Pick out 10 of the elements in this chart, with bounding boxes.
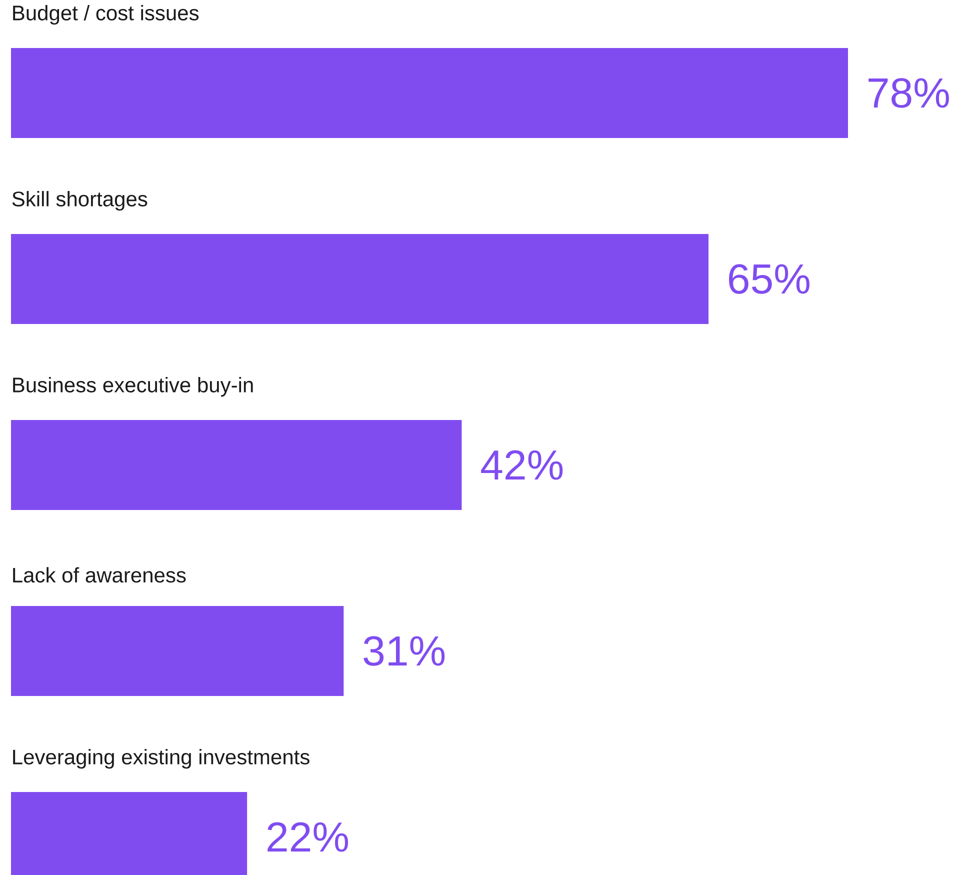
y-tick-label: Business executive buy-in [13,377,253,397]
data-label: 31% [364,636,445,666]
data-label: 22% [268,822,348,852]
data-label: 42% [481,450,563,480]
y-tick-label: Budget / cost issues [13,5,199,25]
y-tick-label: Skill shortages [12,191,148,211]
data-label: 65% [729,264,810,294]
y-tick-label: Leveraging existing investments [13,749,310,769]
y-tick-label: Lack of awareness [13,567,186,583]
data-label: 78% [868,78,949,108]
